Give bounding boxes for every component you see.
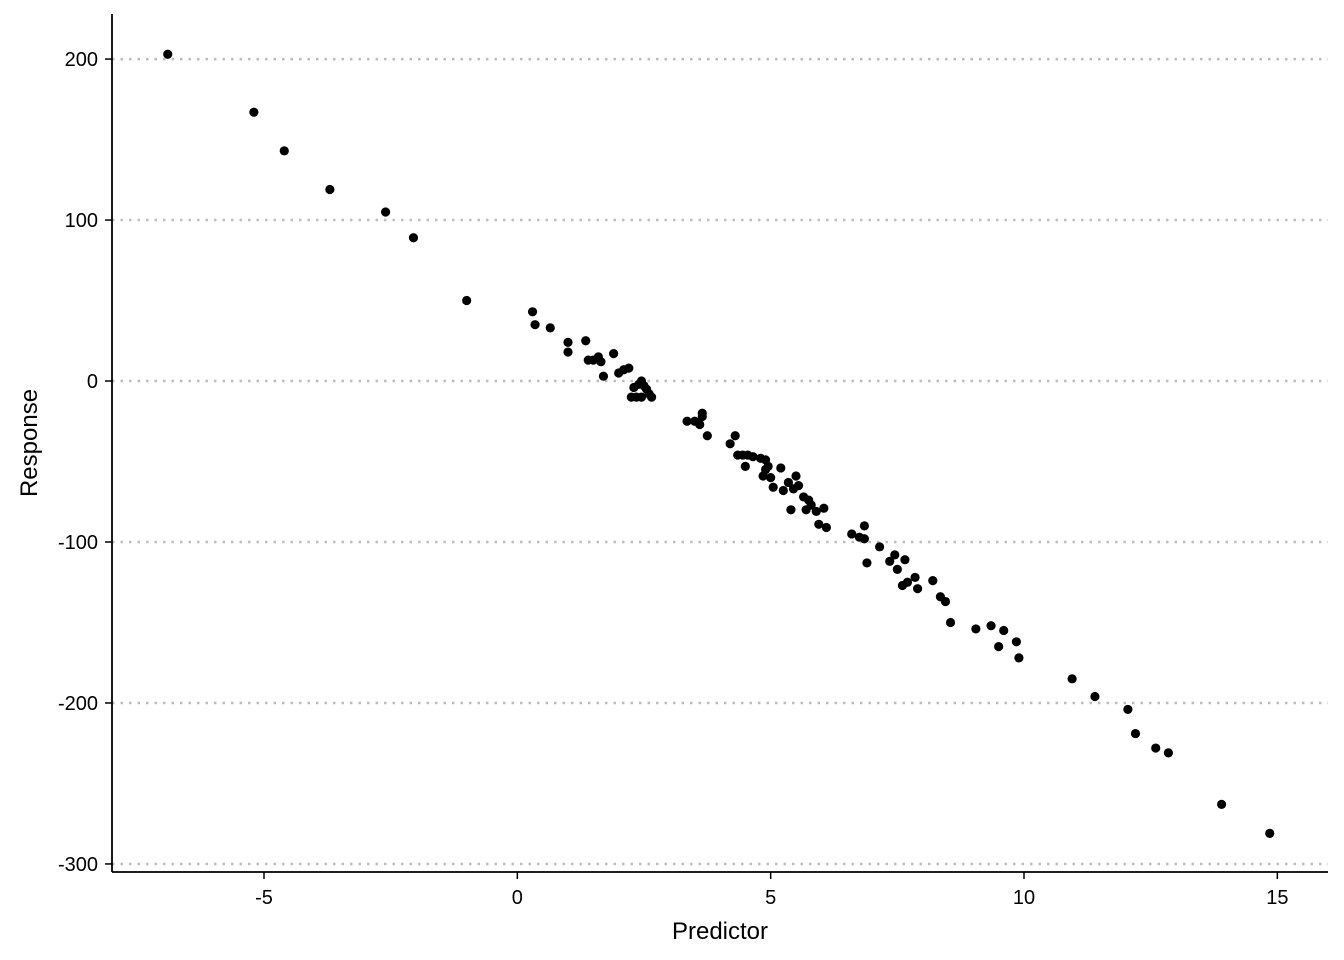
data-point [994, 642, 1004, 652]
axes [111, 14, 1328, 873]
data-point [859, 521, 870, 531]
data-point [821, 522, 832, 533]
tick-labels: -300 -200 -100 0 100 200 -5 0 5 10 15 [58, 49, 1288, 909]
data-point [940, 596, 951, 607]
data-point [875, 542, 885, 552]
y-axis-title: Response [16, 389, 43, 497]
data-point [1123, 704, 1133, 715]
data-point [598, 371, 609, 381]
data-point [890, 550, 900, 560]
data-point [999, 625, 1009, 636]
data-point [279, 146, 289, 156]
x-tick-label: -5 [255, 887, 273, 909]
data-point [581, 336, 591, 346]
data-point [695, 419, 705, 430]
data-point [1090, 691, 1100, 702]
data-point [408, 233, 419, 243]
x-tick-label: 0 [512, 887, 523, 909]
data-point [462, 295, 472, 306]
y-tick-label: 200 [65, 49, 98, 71]
data-point [647, 392, 657, 402]
data-point [763, 461, 773, 471]
data-point [945, 617, 956, 628]
data-point [624, 363, 634, 373]
data-point [910, 572, 920, 583]
data-point [530, 320, 540, 330]
data-point [381, 207, 391, 217]
data-point [986, 621, 996, 631]
data-point [1130, 728, 1141, 739]
data-point [783, 477, 794, 488]
data-point [1217, 799, 1227, 809]
data-point [791, 471, 801, 481]
tick-marks [105, 58, 1279, 879]
data-point [806, 500, 816, 510]
data-point [702, 431, 712, 441]
gridlines [112, 57, 1328, 866]
data-point [682, 416, 692, 426]
data-point [325, 184, 335, 195]
data-point [1265, 828, 1275, 838]
data-point [778, 485, 788, 496]
data-point [748, 452, 758, 462]
data-point [766, 473, 776, 483]
data-point [527, 307, 538, 317]
y-tick-label: 100 [65, 210, 98, 232]
data-point [902, 577, 913, 587]
y-tick-label: 0 [87, 371, 98, 393]
data-point [1067, 674, 1077, 684]
data-point [1151, 743, 1161, 753]
data-point [1014, 653, 1024, 663]
data-point [786, 505, 796, 515]
data-point [249, 107, 259, 117]
y-tick-label: -200 [58, 693, 98, 715]
data-point [596, 357, 606, 367]
data-point [1011, 637, 1022, 647]
data-point [697, 411, 707, 422]
data-point [793, 481, 804, 491]
data-point [636, 392, 647, 402]
x-tick-label: 5 [765, 887, 776, 909]
data-point [545, 323, 555, 333]
data-point [900, 555, 910, 565]
data-point [811, 506, 821, 517]
x-tick-label: 10 [1013, 887, 1035, 909]
y-tick-label: -100 [58, 532, 98, 554]
data-point [1163, 748, 1173, 758]
data-point [163, 49, 173, 59]
data-point [814, 519, 824, 529]
data-point [776, 463, 786, 473]
data-point [819, 503, 829, 513]
x-axis-title: Predictor [672, 918, 768, 945]
data-point [913, 584, 923, 594]
data-point [928, 576, 938, 586]
data-point [971, 624, 981, 634]
x-tick-label: 15 [1266, 887, 1288, 909]
data-point [725, 439, 735, 449]
data-point [885, 556, 895, 566]
data-point [892, 564, 902, 574]
data-point [563, 347, 573, 357]
data-point [609, 349, 619, 359]
data-point [740, 461, 750, 471]
data-point [563, 337, 573, 347]
data-point [862, 558, 872, 568]
y-tick-label: -300 [58, 854, 98, 876]
data-point [768, 482, 778, 492]
data-point [730, 431, 740, 441]
data-point [847, 529, 857, 539]
data-point [859, 534, 870, 544]
data-points [163, 49, 1275, 838]
